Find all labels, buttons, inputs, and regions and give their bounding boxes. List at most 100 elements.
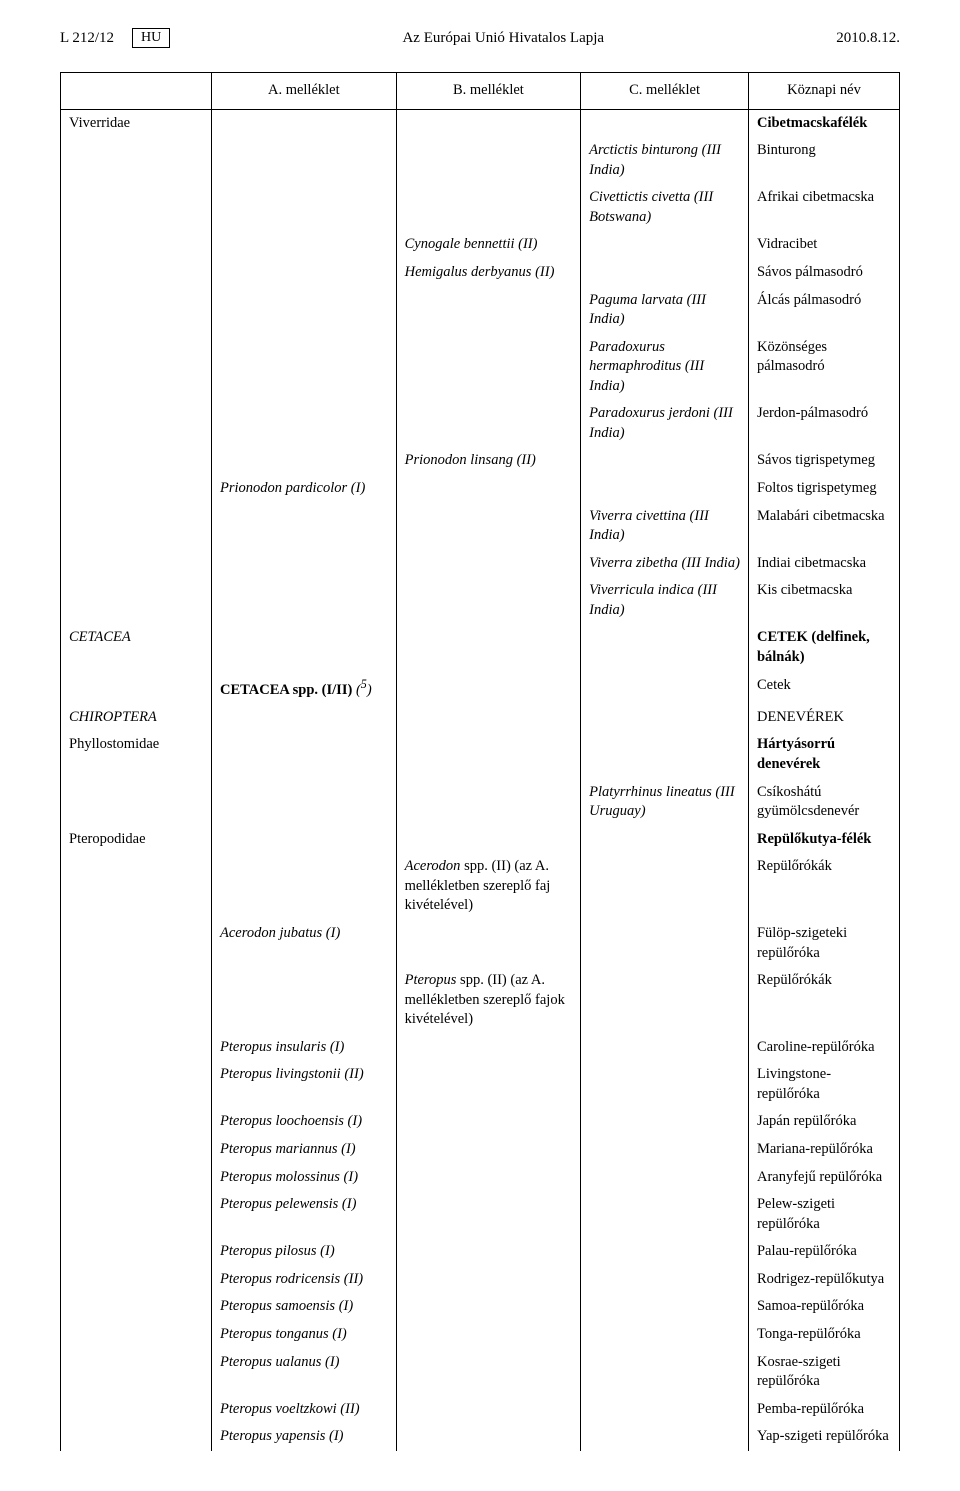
group-cell xyxy=(61,1034,212,1062)
col-c-cell: Viverra zibetha (III India) xyxy=(581,550,749,578)
col-a-cell xyxy=(212,184,397,231)
col-d-cell: Binturong xyxy=(748,137,899,184)
col-d-cell: Foltos tigrispetymeg xyxy=(748,475,899,503)
col-d-cell: CETEK (delfinek, bálnák) xyxy=(748,624,899,671)
col-b-cell xyxy=(396,731,581,778)
col-b-cell xyxy=(396,624,581,671)
group-cell xyxy=(61,137,212,184)
col-b-cell xyxy=(396,400,581,447)
col-d-cell: Cibetmacskafélék xyxy=(748,109,899,137)
table-row: Pteropus voeltzkowi (II) Pemba-repülőróka xyxy=(61,1396,900,1424)
col-d-cell: Tonga-repülőróka xyxy=(748,1321,899,1349)
table-row: Pteropus rodricensis (II)Rodrigez-repülő… xyxy=(61,1266,900,1294)
col-a-cell xyxy=(212,624,397,671)
col-c-header: C. melléklet xyxy=(581,73,749,110)
col-c-cell xyxy=(581,1423,749,1451)
col-a-cell: Pteropus livingstonii (II) xyxy=(212,1061,397,1108)
col-b-cell xyxy=(396,109,581,137)
table-row: PhyllostomidaeHártyásorrú denevérek xyxy=(61,731,900,778)
col-a-cell xyxy=(212,731,397,778)
group-cell xyxy=(61,550,212,578)
col-a-cell: Acerodon jubatus (I) xyxy=(212,920,397,967)
header-date: 2010.8.12. xyxy=(836,30,900,47)
col-c-cell: Viverricula indica (III India) xyxy=(581,577,749,624)
group-cell xyxy=(61,920,212,967)
col-d-cell: Sávos pálmasodró xyxy=(748,259,899,287)
group-cell xyxy=(61,503,212,550)
col-d-cell: Cetek xyxy=(748,672,899,704)
table-row: CETACEA CETEK (delfinek, bálnák) xyxy=(61,624,900,671)
col-b-cell xyxy=(396,672,581,704)
col-a-cell: Pteropus insularis (I) xyxy=(212,1034,397,1062)
col-a-cell xyxy=(212,853,397,920)
table-row: Viverra zibetha (III India)Indiai cibetm… xyxy=(61,550,900,578)
group-cell xyxy=(61,1396,212,1424)
group-cell xyxy=(61,231,212,259)
col-a-cell: Pteropus mariannus (I) xyxy=(212,1136,397,1164)
col-d-cell: Hártyásorrú denevérek xyxy=(748,731,899,778)
col-d-cell: Sávos tigrispetymeg xyxy=(748,447,899,475)
col-c-cell: Arctictis binturong (III India) xyxy=(581,137,749,184)
col-a-cell: CETACEA spp. (I/II) (5) xyxy=(212,672,397,704)
col-c-cell xyxy=(581,624,749,671)
table-row: Paradoxurus jerdoni (III India)Jerdon-pá… xyxy=(61,400,900,447)
table-row: Pteropus livingstonii (II)Livingstone-re… xyxy=(61,1061,900,1108)
col-b-cell xyxy=(396,1061,581,1108)
col-d-cell: Japán repülőróka xyxy=(748,1108,899,1136)
col-c-cell: Paguma larvata (III India) xyxy=(581,287,749,334)
table-row: Cynogale bennettii (II) Vidracibet xyxy=(61,231,900,259)
col-c-cell: Paradoxurus jerdoni (III India) xyxy=(581,400,749,447)
col-c-cell xyxy=(581,1191,749,1238)
col-a-cell: Pteropus samoensis (I) xyxy=(212,1293,397,1321)
table-row: Prionodon linsang (II) Sávos tigrispetyme… xyxy=(61,447,900,475)
col-d-cell: Samoa-repülőróka xyxy=(748,1293,899,1321)
col-a-cell xyxy=(212,550,397,578)
page-header: L 212/12 HU Az Európai Unió Hivatalos La… xyxy=(60,28,900,48)
col-b-cell: Acerodon spp. (II) (az A. mellékletben s… xyxy=(396,853,581,920)
col-d-cell: Repülőrókák xyxy=(748,967,899,1034)
group-cell xyxy=(61,184,212,231)
table-row: Viverra civettina (III India)Malabári ci… xyxy=(61,503,900,550)
col-a-cell xyxy=(212,503,397,550)
group-cell xyxy=(61,779,212,826)
col-b-cell xyxy=(396,577,581,624)
group-cell xyxy=(61,475,212,503)
col-a-cell xyxy=(212,231,397,259)
group-cell xyxy=(61,1349,212,1396)
col-d-cell: Vidracibet xyxy=(748,231,899,259)
col-b-cell: Cynogale bennettii (II) xyxy=(396,231,581,259)
group-cell: CETACEA xyxy=(61,624,212,671)
page: L 212/12 HU Az Európai Unió Hivatalos La… xyxy=(0,0,960,1491)
col-c-cell xyxy=(581,1266,749,1294)
col-b-cell: Prionodon linsang (II) xyxy=(396,447,581,475)
group-cell xyxy=(61,1238,212,1266)
col-a-cell: Pteropus ualanus (I) xyxy=(212,1349,397,1396)
col-c-cell xyxy=(581,672,749,704)
col-c-cell xyxy=(581,1293,749,1321)
col-a-cell xyxy=(212,447,397,475)
col-b-cell xyxy=(396,1321,581,1349)
col-b-cell xyxy=(396,475,581,503)
col-d-cell: Jerdon-pálmasodró xyxy=(748,400,899,447)
col-a-cell: Prionodon pardicolor (I) xyxy=(212,475,397,503)
col-c-cell: Civettictis civetta (III Bots­wana) xyxy=(581,184,749,231)
group-cell xyxy=(61,1108,212,1136)
col-a-cell: Pteropus voeltzkowi (II) xyxy=(212,1396,397,1424)
col-c-cell xyxy=(581,1396,749,1424)
group-cell xyxy=(61,1266,212,1294)
table-row: Paguma larvata (III India)Álcás pálmasod… xyxy=(61,287,900,334)
group-cell xyxy=(61,1191,212,1238)
col-c-cell xyxy=(581,1164,749,1192)
group-cell xyxy=(61,577,212,624)
col-a-cell: Pteropus pelewensis (I) xyxy=(212,1191,397,1238)
col-b-cell xyxy=(396,1396,581,1424)
col-d-cell: Malabári cibetmacska xyxy=(748,503,899,550)
col-d-cell: Pemba-repülőróka xyxy=(748,1396,899,1424)
col-b-cell xyxy=(396,1293,581,1321)
col-d-header: Köznapi név xyxy=(748,73,899,110)
table-row: Civettictis civetta (III Bots­wana)Afrik… xyxy=(61,184,900,231)
col-d-cell: DENEVÉREK xyxy=(748,704,899,732)
col-b-cell xyxy=(396,503,581,550)
page-ref: L 212/12 xyxy=(60,30,114,47)
group-cell: Pteropodidae xyxy=(61,826,212,854)
